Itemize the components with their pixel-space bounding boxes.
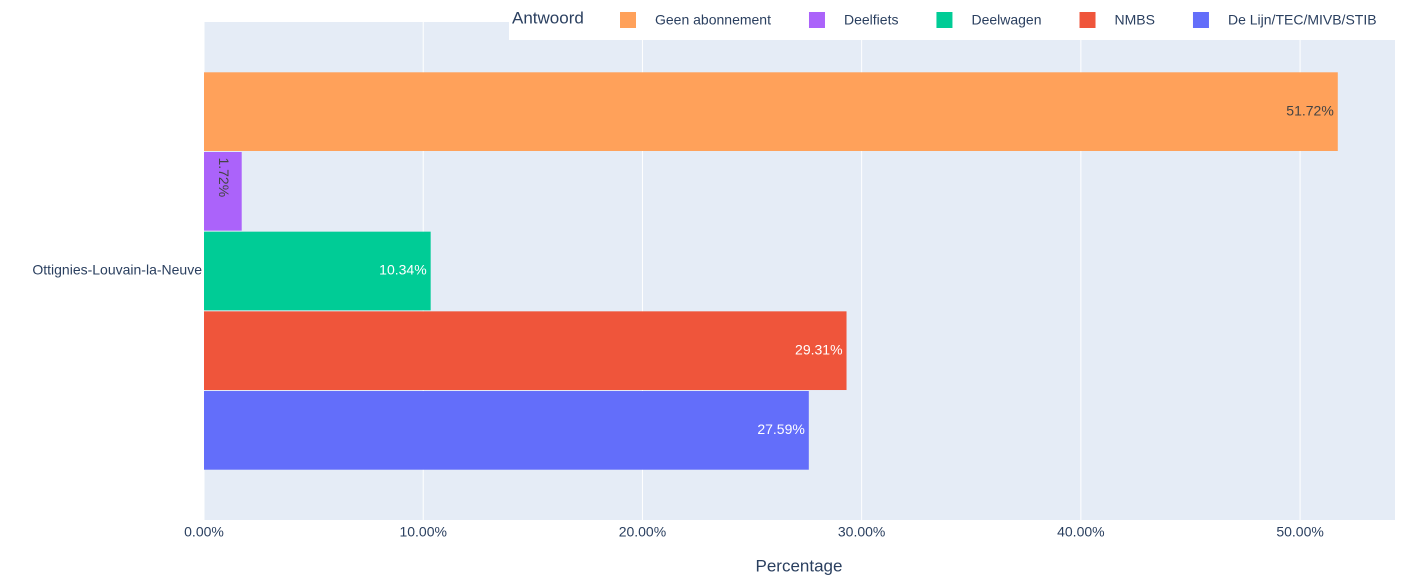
legend-label: Geen abonnement [655, 12, 771, 28]
x-tick-label: 10.00% [399, 524, 446, 540]
legend-swatch [620, 12, 636, 28]
bar [204, 231, 431, 311]
legend-swatch [936, 12, 953, 28]
x-tick-label: 40.00% [1057, 524, 1104, 540]
value-label: 51.72% [1286, 102, 1333, 118]
value-label: 27.59% [757, 421, 804, 437]
legend-swatch [808, 12, 825, 28]
bar [204, 151, 242, 231]
value-label: 1.72% [216, 157, 232, 197]
x-axis-title: Percentage [756, 556, 843, 575]
y-tick-label: Ottignies-Louvain-la-Neuve [32, 262, 202, 278]
bar [204, 72, 1338, 151]
x-tick-label: 50.00% [1276, 524, 1323, 540]
bar [204, 311, 847, 391]
x-tick-label: 20.00% [619, 524, 666, 540]
x-tick-label: 0.00% [184, 524, 224, 540]
value-label: 10.34% [379, 262, 426, 278]
legend-label: Deelwagen [971, 12, 1041, 28]
legend-label: Deelfiets [844, 12, 898, 28]
legend-swatch [1079, 12, 1096, 28]
legend-label: NMBS [1115, 12, 1155, 28]
legend-title: Antwoord [512, 8, 584, 27]
bar [204, 391, 809, 470]
legend-label: De Lijn/TEC/MIVB/STIB [1228, 12, 1377, 28]
x-tick-label: 30.00% [838, 524, 885, 540]
value-label: 29.31% [795, 341, 842, 357]
legend-swatch [1192, 12, 1209, 28]
